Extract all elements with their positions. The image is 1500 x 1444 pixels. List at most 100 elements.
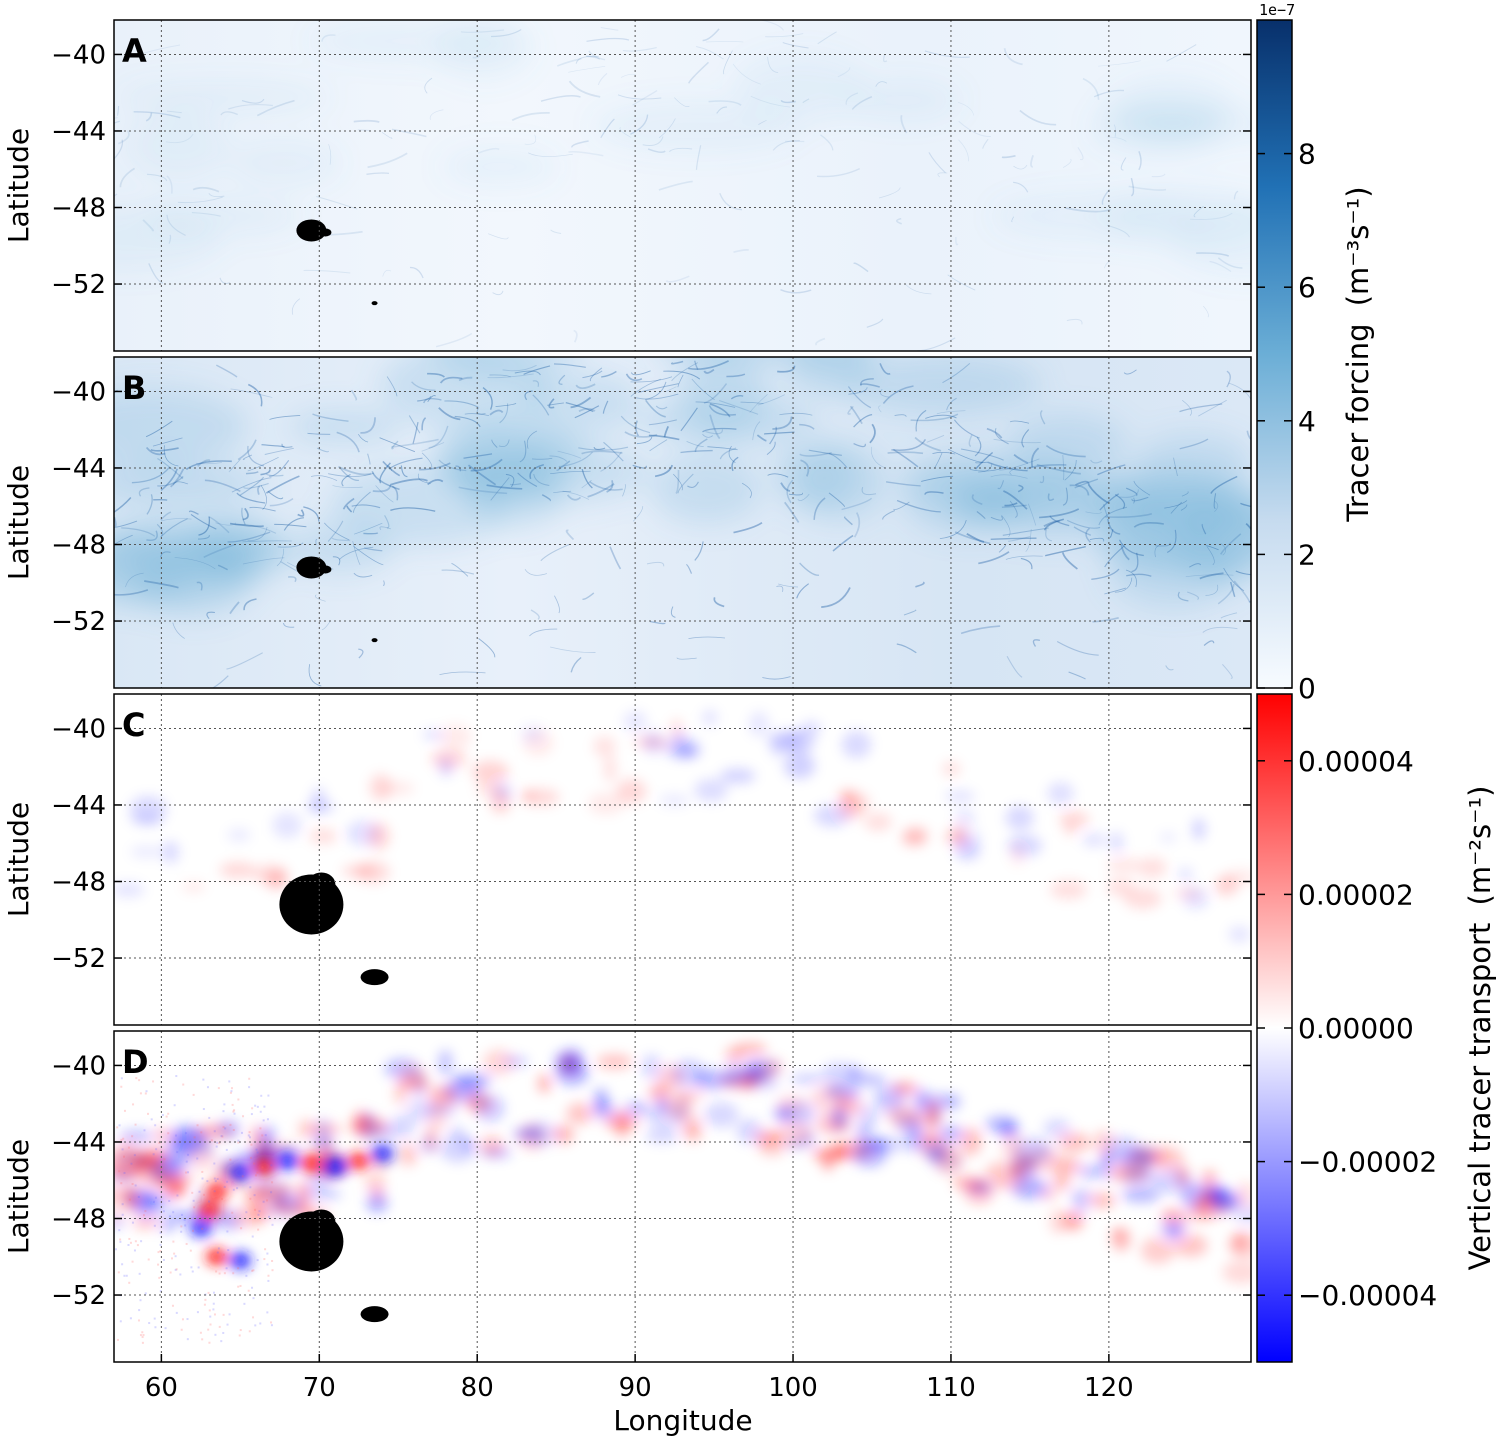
filament	[713, 597, 725, 608]
filament	[486, 484, 523, 490]
filament	[719, 193, 743, 211]
filament	[1001, 154, 1016, 159]
filament	[1043, 518, 1065, 531]
negative-anomaly	[902, 1128, 925, 1153]
speckle	[249, 1186, 252, 1189]
negative-anomaly	[227, 828, 251, 842]
panel-label: B	[122, 369, 146, 407]
negative-anomaly	[938, 1125, 963, 1143]
filament	[424, 77, 433, 94]
speckle	[251, 1235, 254, 1238]
negative-anomaly	[913, 1088, 929, 1115]
patch	[637, 396, 817, 446]
filament	[1105, 512, 1153, 518]
speckle	[256, 1105, 259, 1108]
speckle	[207, 1291, 210, 1294]
filament	[412, 421, 419, 444]
speckle	[218, 1272, 221, 1275]
speckle	[134, 1240, 137, 1243]
speckle	[186, 1171, 189, 1174]
filament	[423, 397, 442, 404]
filament	[777, 365, 796, 373]
positive-anomaly	[355, 860, 391, 884]
speckle	[229, 1123, 232, 1126]
speckle	[147, 1258, 150, 1261]
speckle	[253, 1194, 256, 1197]
filament	[282, 622, 295, 628]
speckle	[266, 1252, 269, 1255]
filament	[117, 129, 130, 145]
speckle	[231, 1211, 234, 1214]
speckle	[214, 1333, 217, 1336]
filament	[702, 434, 714, 438]
speckle	[159, 1249, 162, 1252]
filament	[1098, 60, 1141, 67]
patch	[126, 111, 232, 182]
speckle	[213, 1130, 216, 1133]
filament	[548, 398, 555, 409]
filament	[363, 532, 379, 535]
filament	[1085, 527, 1091, 543]
positive-anomaly	[1001, 1135, 1024, 1159]
xtick-label: 70	[303, 1373, 336, 1403]
filament	[277, 542, 304, 548]
filament	[257, 485, 261, 495]
filament	[455, 465, 462, 472]
filament	[532, 380, 539, 387]
filament	[421, 417, 427, 431]
negative-anomaly	[1047, 782, 1074, 805]
filament	[924, 50, 970, 58]
speckle	[128, 1198, 131, 1201]
speckle	[134, 1123, 137, 1126]
filament	[1233, 190, 1239, 200]
filament	[339, 546, 374, 560]
speckle	[202, 1193, 205, 1196]
filament	[138, 487, 150, 497]
filament	[234, 523, 277, 534]
negative-anomaly	[1228, 925, 1251, 943]
filament	[152, 437, 183, 447]
speckle	[147, 1112, 150, 1115]
filament	[145, 420, 173, 438]
positive-anomaly	[1107, 856, 1142, 875]
filament	[1133, 522, 1164, 528]
ytick-label: −52	[51, 607, 106, 637]
filament	[932, 452, 956, 455]
negative-anomaly	[316, 1118, 330, 1146]
filament	[665, 275, 690, 283]
filament	[1201, 523, 1207, 535]
negative-dipole	[189, 1219, 212, 1238]
filament	[974, 436, 982, 457]
filament	[331, 537, 351, 542]
speckle	[204, 1298, 207, 1301]
negative-anomaly	[452, 1073, 492, 1088]
speckle	[131, 1182, 134, 1185]
filament	[307, 432, 331, 435]
filament	[688, 360, 729, 370]
colorbar-forcing-label-text: Tracer forcing	[1341, 323, 1375, 522]
positive-anomaly	[559, 1054, 578, 1074]
filament	[549, 455, 568, 462]
filament	[191, 212, 221, 217]
filament	[1203, 640, 1215, 646]
negative-anomaly	[1211, 1184, 1225, 1204]
filament	[966, 533, 985, 543]
colorbar-transport-ticks: 0.00004 0.00002 0.00000 −0.00002 −0.00004	[1257, 745, 1437, 1312]
filament	[1220, 612, 1238, 619]
speckle	[231, 1103, 234, 1106]
island-heard	[360, 969, 389, 986]
filament	[451, 562, 469, 577]
filament	[1118, 539, 1144, 557]
filament	[195, 462, 222, 465]
negative-anomaly	[273, 1194, 302, 1206]
filament	[762, 676, 791, 680]
speckle	[119, 1240, 122, 1243]
filament	[799, 562, 820, 576]
filament	[974, 451, 994, 470]
positive-anomaly	[1059, 811, 1090, 828]
negative-anomaly	[1102, 1150, 1118, 1165]
filament	[1205, 584, 1219, 596]
ytick-label: −44	[51, 117, 106, 147]
positive-anomaly	[616, 779, 647, 804]
filament	[620, 415, 651, 434]
